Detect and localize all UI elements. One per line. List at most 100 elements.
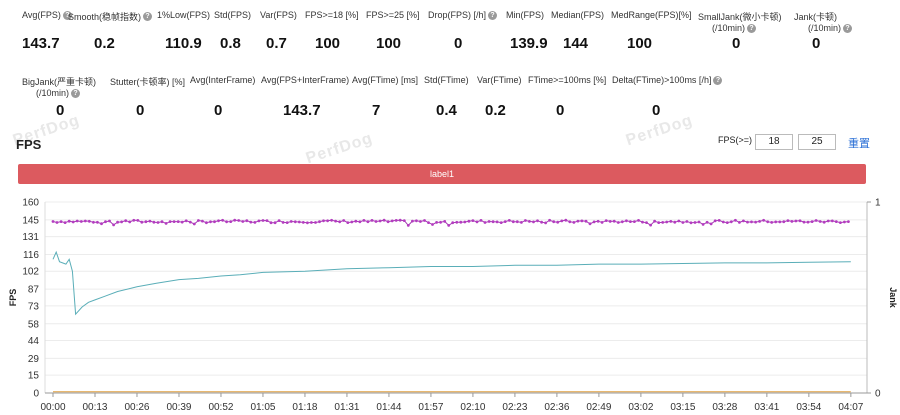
series-point bbox=[705, 220, 709, 224]
stat-value: 0 bbox=[732, 35, 741, 52]
series-point bbox=[217, 219, 220, 223]
threshold-label: FPS(>=) bbox=[718, 135, 753, 145]
stat-7: FTime>=100ms [%] 0 bbox=[528, 75, 606, 119]
series-point bbox=[475, 220, 479, 224]
series-point bbox=[810, 220, 814, 223]
stat-label: Var(FPS) bbox=[260, 10, 297, 20]
series-point bbox=[273, 221, 277, 225]
series-point bbox=[293, 220, 297, 224]
help-icon[interactable]: ? bbox=[71, 88, 81, 98]
stat-label: Avg(FTime) [ms] bbox=[352, 75, 418, 85]
help-icon[interactable]: ? bbox=[488, 10, 498, 20]
series-point bbox=[754, 220, 757, 224]
threshold-input-high[interactable]: 25 bbox=[798, 134, 836, 150]
stat-label: FPS>=18 [%] bbox=[305, 10, 359, 20]
series-point bbox=[620, 220, 624, 224]
x-tick-label: 02:49 bbox=[586, 402, 611, 413]
stat-label-text: Avg(InterFrame) bbox=[190, 75, 256, 85]
help-icon[interactable]: ? bbox=[843, 23, 853, 33]
series-point bbox=[584, 219, 588, 223]
series-point bbox=[168, 220, 172, 223]
stat-value: 0 bbox=[454, 35, 463, 52]
y-tick-label: 44 bbox=[28, 336, 40, 347]
stat-label-text: Drop(FPS) [/h] bbox=[428, 10, 487, 20]
series-point bbox=[451, 221, 455, 225]
stat-value: 100 bbox=[627, 35, 653, 52]
series-point bbox=[148, 219, 152, 223]
help-icon[interactable]: ? bbox=[62, 10, 72, 20]
x-tick-label: 04:07 bbox=[838, 402, 863, 413]
series-point bbox=[544, 221, 547, 225]
series-point bbox=[354, 219, 358, 223]
series-point bbox=[346, 221, 350, 224]
series-point bbox=[213, 220, 216, 224]
stat-6: FPS>=25 [%] 100 bbox=[366, 10, 420, 52]
series-point bbox=[528, 220, 531, 223]
series-point bbox=[661, 221, 665, 224]
stat-label-text: 1%Low(FPS) bbox=[157, 10, 211, 20]
stat-1: Smooth(稳帧指数)? 0.2 bbox=[68, 10, 153, 52]
x-tick-label: 00:52 bbox=[208, 402, 233, 413]
series-point bbox=[503, 220, 507, 223]
label-bar[interactable]: label1 bbox=[18, 164, 866, 184]
series-point bbox=[265, 219, 269, 222]
reset-link[interactable]: 重置 bbox=[848, 138, 870, 150]
stat-value: 0.2 bbox=[94, 35, 115, 52]
series-point bbox=[253, 221, 257, 224]
x-tick-label: 03:54 bbox=[796, 402, 821, 413]
series-point bbox=[205, 221, 208, 225]
series-point bbox=[261, 219, 265, 222]
stat-label-unit: (/10min)? bbox=[22, 88, 96, 98]
help-icon[interactable]: ? bbox=[143, 12, 153, 21]
stat-label: BigJank(严重卡顿) bbox=[22, 75, 96, 88]
series-point bbox=[370, 219, 374, 222]
series-point bbox=[770, 221, 774, 224]
y-tick-label: 87 bbox=[28, 285, 40, 296]
stat-label-text: Avg(FPS) bbox=[22, 10, 61, 20]
series-point bbox=[277, 219, 281, 222]
stat-label-text: SmallJank(微小卡顿) bbox=[698, 12, 782, 22]
stat-value: 7 bbox=[372, 102, 381, 119]
help-icon[interactable]: ? bbox=[747, 23, 757, 33]
stat-8: Delta(FTime)>100ms [/h]? 0 bbox=[612, 75, 723, 119]
stat-label-text: Min(FPS) bbox=[506, 10, 544, 20]
x-tick-label: 01:57 bbox=[418, 402, 443, 413]
series-point bbox=[443, 220, 447, 223]
stat-value: 0 bbox=[812, 35, 821, 52]
series-point bbox=[467, 219, 471, 223]
stat-5: FPS>=18 [%] 100 bbox=[305, 10, 359, 52]
series-point bbox=[112, 223, 115, 227]
series-point bbox=[483, 221, 487, 224]
series-point bbox=[269, 221, 273, 225]
series-point bbox=[334, 219, 337, 223]
series-point bbox=[778, 220, 782, 224]
series-point bbox=[75, 219, 79, 223]
series-point bbox=[402, 219, 406, 222]
y-axis-label: FPS bbox=[8, 289, 18, 307]
series-point bbox=[536, 219, 539, 223]
series-point bbox=[285, 221, 289, 224]
series-point bbox=[637, 219, 640, 222]
series-point bbox=[499, 221, 503, 224]
series-point bbox=[649, 223, 652, 227]
stat-label: Jank(卡顿) bbox=[794, 10, 852, 23]
series-point bbox=[689, 221, 693, 225]
stat-label-text: Avg(FPS+InterFrame) bbox=[261, 75, 350, 85]
series-point bbox=[152, 220, 156, 224]
stat-1: Stutter(卡顿率) [%] 0 bbox=[110, 75, 185, 119]
x-tick-label: 03:15 bbox=[670, 402, 695, 413]
stat-8: Min(FPS) 139.9 bbox=[506, 10, 548, 52]
threshold-input-low[interactable]: 18 bbox=[755, 134, 793, 150]
y-tick-label: 0 bbox=[33, 389, 39, 400]
series-point bbox=[108, 219, 111, 223]
series-point bbox=[515, 220, 519, 224]
series-point bbox=[350, 220, 354, 224]
series-point bbox=[511, 220, 515, 224]
series-point bbox=[746, 220, 749, 224]
series-point bbox=[322, 219, 325, 223]
y-tick-label: 131 bbox=[22, 232, 39, 243]
series-point bbox=[386, 220, 390, 224]
series-point bbox=[188, 220, 192, 224]
series-point bbox=[427, 221, 430, 224]
help-icon[interactable]: ? bbox=[713, 75, 723, 85]
